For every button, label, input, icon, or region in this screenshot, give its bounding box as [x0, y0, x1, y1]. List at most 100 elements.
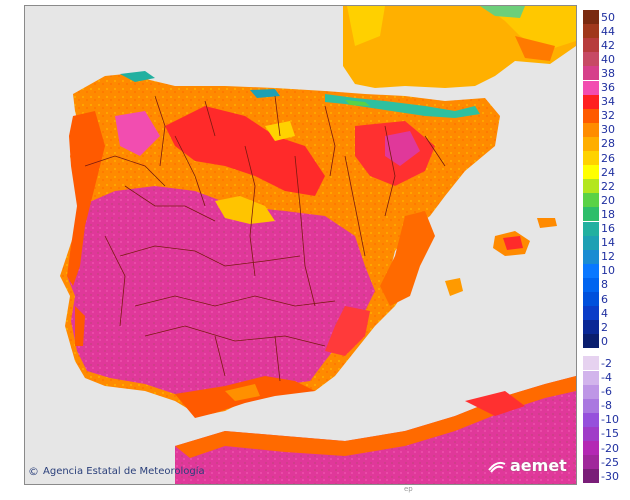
legend-label: 4 [601, 306, 608, 320]
agency-credit: © Agencia Estatal de Meteorología [28, 465, 205, 478]
legend-label: 2 [601, 320, 608, 334]
legend-row: 10 [583, 263, 615, 278]
aemet-logo-text: aemet [510, 456, 567, 475]
legend-label: 44 [601, 24, 615, 38]
legend-swatch [583, 277, 599, 292]
legend-row: -6 [583, 384, 612, 399]
legend-swatch [583, 136, 599, 151]
legend-row: -2 [583, 356, 612, 371]
legend-label: 6 [601, 292, 608, 306]
legend-row: 32 [583, 108, 615, 123]
legend-label: 20 [601, 193, 615, 207]
legend-label: -6 [601, 385, 612, 399]
legend-swatch [583, 249, 599, 264]
legend-label: 8 [601, 278, 608, 292]
legend-swatch [583, 122, 599, 137]
legend-row: -20 [583, 441, 619, 456]
legend-swatch [583, 356, 599, 371]
legend-swatch [583, 455, 599, 470]
legend-row: 40 [583, 52, 615, 67]
legend-row: 30 [583, 122, 615, 137]
legend-row: -8 [583, 398, 612, 413]
legend-swatch [583, 292, 599, 307]
iberia-temperature-map [25, 6, 576, 484]
legend-swatch [583, 10, 599, 25]
legend-swatch [583, 235, 599, 250]
legend-label: -2 [601, 356, 612, 370]
legend-label: 38 [601, 66, 615, 80]
legend-row: -15 [583, 426, 619, 441]
temperature-legend: 50 44 42 40 38 36 34 32 30 28 26 24 22 20 18 16 14 12 10 8 6… [583, 10, 628, 492]
legend-row: 42 [583, 38, 615, 53]
legend-swatch [583, 412, 599, 427]
legend-label: 12 [601, 250, 615, 264]
legend-row: -10 [583, 412, 619, 427]
legend-label: -25 [601, 455, 619, 469]
legend-swatch [583, 94, 599, 109]
legend-label: 16 [601, 222, 615, 236]
legend-row: 2 [583, 320, 608, 335]
legend-row: -25 [583, 455, 619, 470]
legend-swatch [583, 370, 599, 385]
legend-label: 50 [601, 10, 615, 24]
legend-label: 14 [601, 236, 615, 250]
legend-swatch [583, 151, 599, 166]
legend-swatch [583, 441, 599, 456]
legend-label: 32 [601, 109, 615, 123]
legend-swatch [583, 398, 599, 413]
legend-label: 18 [601, 207, 615, 221]
agency-name: Agencia Estatal de Meteorología [43, 466, 205, 477]
legend-swatch [583, 320, 599, 335]
legend-swatch [583, 207, 599, 222]
legend-label: 30 [601, 123, 615, 137]
aemet-logo: aemet [487, 456, 567, 475]
legend-swatch [583, 193, 599, 208]
aemet-swirl-icon [488, 461, 506, 473]
legend-gap [583, 348, 599, 357]
legend-label: 36 [601, 81, 615, 95]
legend-label: 40 [601, 52, 615, 66]
legend-swatch [583, 426, 599, 441]
copyright-icon: © [28, 465, 39, 478]
legend-label: -30 [601, 469, 619, 483]
legend-label: 22 [601, 179, 615, 193]
legend-label: -20 [601, 441, 619, 455]
legend-row: 8 [583, 277, 608, 292]
legend-row: -30 [583, 469, 619, 484]
legend-row: 50 [583, 10, 615, 25]
legend-row: 18 [583, 207, 615, 222]
legend-row: -4 [583, 370, 612, 385]
legend-row: 16 [583, 221, 615, 236]
legend-label: -15 [601, 427, 619, 441]
legend-swatch [583, 334, 599, 349]
legend-row: 12 [583, 249, 615, 264]
legend-swatch [583, 38, 599, 53]
legend-row: 0 [583, 334, 608, 349]
legend-swatch [583, 221, 599, 236]
legend-row: 20 [583, 193, 615, 208]
legend-swatch [583, 384, 599, 399]
legend-label: -10 [601, 413, 619, 427]
legend-swatch [583, 306, 599, 321]
legend-row: 4 [583, 306, 608, 321]
legend-swatch [583, 263, 599, 278]
legend-swatch [583, 66, 599, 81]
legend-row: 22 [583, 179, 615, 194]
legend-label: 26 [601, 151, 615, 165]
hot-region-south [67, 186, 375, 406]
legend-label: 10 [601, 264, 615, 278]
legend-row: 38 [583, 66, 615, 81]
legend-swatch [583, 80, 599, 95]
legend-label: 0 [601, 334, 608, 348]
legend-swatch [583, 165, 599, 180]
legend-label: 24 [601, 165, 615, 179]
province-borders [84, 95, 446, 382]
legend-label: 34 [601, 95, 615, 109]
legend-swatch [583, 24, 599, 39]
bottom-mark: ep [404, 485, 413, 493]
legend-row: 6 [583, 292, 608, 307]
legend-row: 44 [583, 24, 615, 39]
legend-row: 26 [583, 151, 615, 166]
legend-label: 28 [601, 137, 615, 151]
